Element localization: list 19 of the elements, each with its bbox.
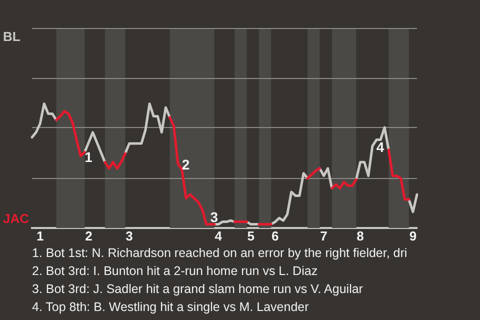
text: 4. Top 8th: B. Westling hit a single vs M. Lavender: [32, 299, 310, 316]
x-tick-label: 6: [272, 228, 279, 244]
text: 3. Bot 3rd: J. Sadler hit a grand slam home run vs V. Aguilar: [32, 281, 364, 298]
x-tick-label: 3: [126, 228, 133, 244]
x-tick-label: 8: [356, 228, 364, 244]
x-tick-label: 5: [247, 228, 254, 244]
text: JAC: [3, 211, 30, 226]
x-tick-label: 9: [409, 228, 417, 244]
x-tick-label: 2: [85, 228, 92, 244]
x-tick-label: 7: [320, 228, 328, 244]
x-tick-label: 4: [214, 228, 223, 244]
text: 1. Bot 1st: N. Richardson reached on an error by the right fielder, dri: [32, 245, 408, 262]
x-tick-label: 1: [36, 228, 44, 244]
annotation: 3: [210, 209, 218, 226]
text: 2. Bot 3rd: I. Bunton hit a 2-run home run vs L. Diaz: [32, 263, 319, 280]
annotation: 4: [376, 138, 384, 155]
annotation: 1: [84, 148, 93, 165]
text: BL: [3, 29, 20, 44]
annotation: 2: [182, 156, 190, 172]
